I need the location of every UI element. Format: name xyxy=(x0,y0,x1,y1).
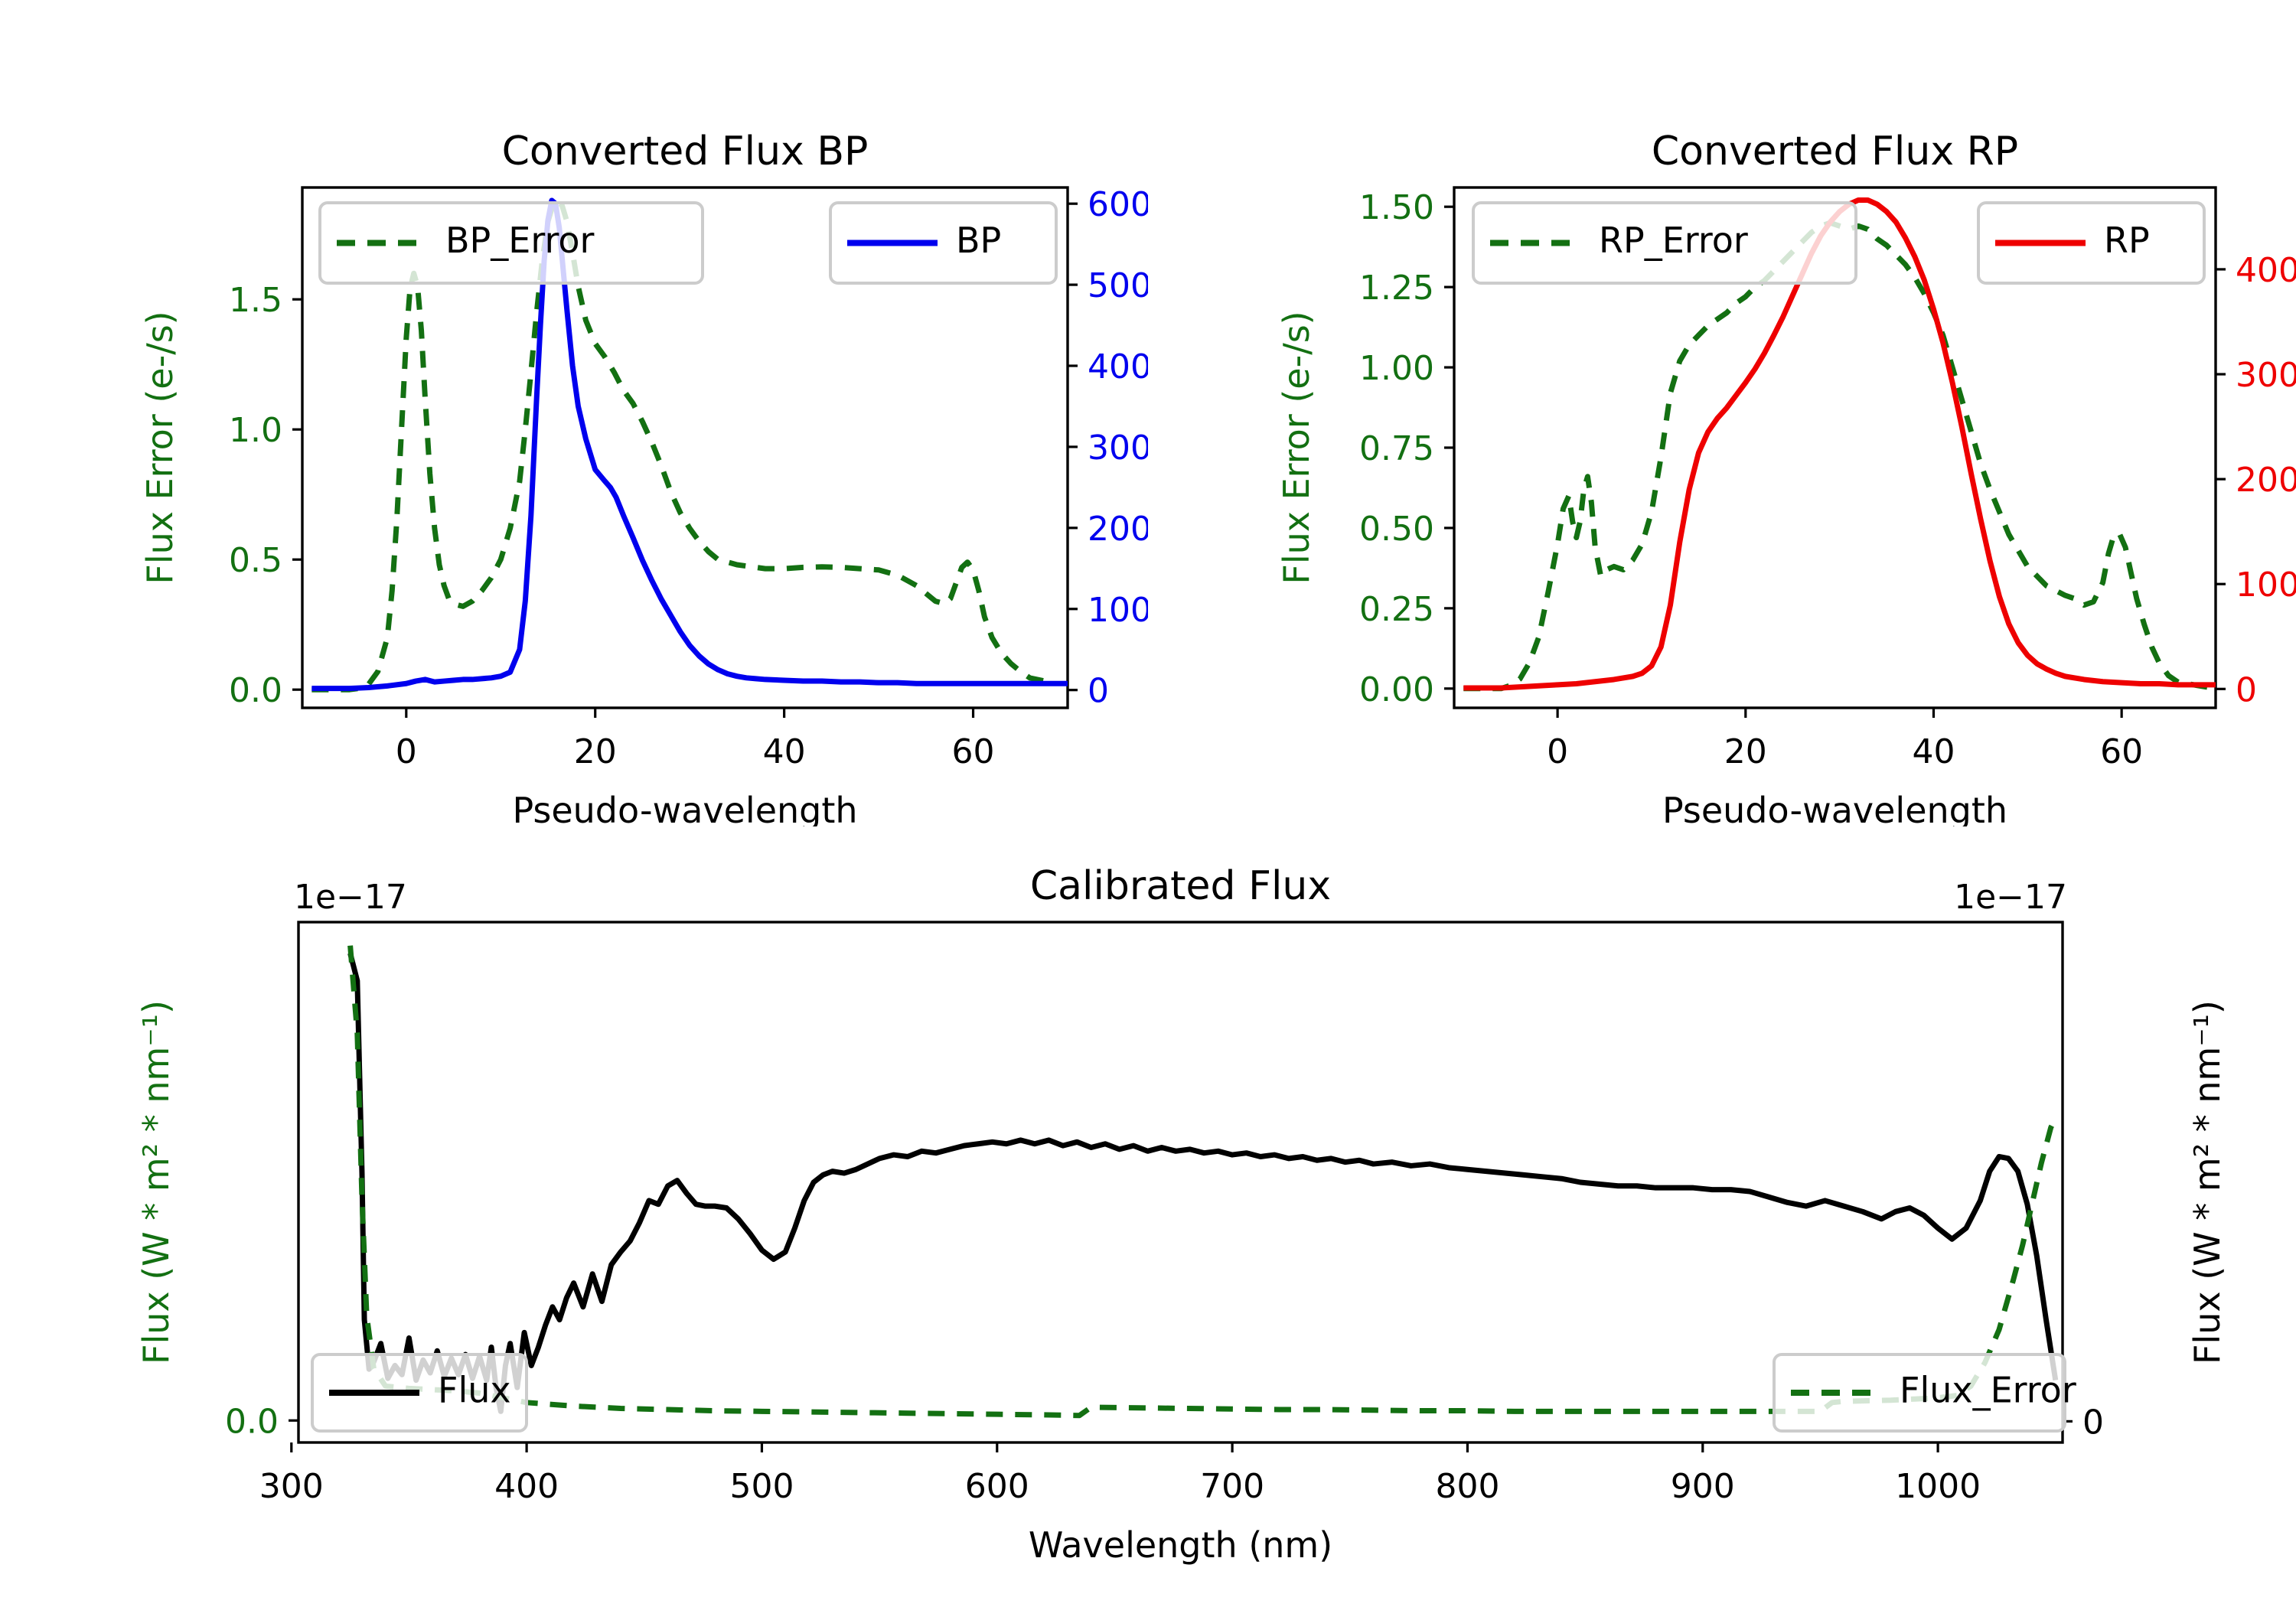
x-tick-label: 0 xyxy=(1547,732,1568,771)
panel-title: Converted Flux RP xyxy=(1652,129,2018,174)
series-flux-error xyxy=(347,945,2058,1419)
legend-bp[interactable]: BP xyxy=(829,201,1058,285)
y-tick-label-right: 400 xyxy=(1088,347,1148,386)
x-tick-label: 500 xyxy=(729,1467,794,1506)
y-tick-label-left: 0.5 xyxy=(229,541,282,580)
bp-chart-svg: Converted Flux BP 0 20 40 60 Pseudo-wavelengt… xyxy=(139,129,1148,826)
y-tick-label-left: 0.25 xyxy=(1359,590,1434,629)
y-tick-label-left: 0.0 xyxy=(225,1402,279,1441)
axes-frame xyxy=(297,921,2064,1444)
legend-label: Flux xyxy=(438,1370,511,1411)
legend-label: BP xyxy=(956,220,1001,261)
legend-box xyxy=(829,201,1058,285)
y-tick-label-right: 100 xyxy=(2236,566,2296,605)
y-tick-label-right: 400 xyxy=(2236,251,2296,290)
panel-calibrated-flux: Calibrated Flux 300 400 500 600 700 800 900 1000… xyxy=(0,826,2296,1607)
y-offset-text-left: 1e−17 xyxy=(294,878,407,917)
y-axis-title-left: Flux (W * m² * nm⁻¹) xyxy=(135,1000,177,1364)
x-tick-label: 700 xyxy=(1200,1467,1264,1506)
x-tick-label: 400 xyxy=(494,1467,559,1506)
y-tick-label-right: 0 xyxy=(1088,672,1109,711)
series-bp xyxy=(311,197,1068,692)
legend-box xyxy=(1472,201,1857,285)
y-tick-label-right: 0 xyxy=(2082,1403,2104,1442)
y-tick-label-left: 1.5 xyxy=(229,281,282,320)
x-tick-label: 20 xyxy=(1724,732,1767,771)
x-tick-label: 40 xyxy=(763,732,806,771)
legend-label: RP_Error xyxy=(1599,220,1748,261)
y-tick-label-left: 0.0 xyxy=(229,671,282,710)
y-tick-label-right: 600 xyxy=(1088,185,1148,224)
x-axis-title: Pseudo-wavelength xyxy=(512,790,857,826)
y-tick-label-right: 300 xyxy=(2236,356,2296,395)
series-group xyxy=(311,197,1068,693)
legend-flux[interactable]: Flux xyxy=(311,1353,528,1433)
legend-rp-error[interactable]: RP_Error xyxy=(1472,201,1857,285)
y-tick-label-right: 500 xyxy=(1088,266,1148,305)
series-bp-error xyxy=(311,197,1050,693)
legend-label: BP_Error xyxy=(445,220,595,261)
y-axis-title-right: Flux (W * m² * nm⁻¹) xyxy=(2187,1000,2228,1364)
y-axis-title-left: Flux Error (e-/s) xyxy=(1276,311,1317,584)
series-flux xyxy=(347,952,2059,1414)
x-tick-label: 60 xyxy=(2100,732,2143,771)
x-tick-label: 40 xyxy=(1912,732,1955,771)
rp-chart-svg: Converted Flux RP 0 20 40 60 Pseudo-wavelengt… xyxy=(1276,129,2296,826)
legend-bp-error[interactable]: BP_Error xyxy=(318,201,704,285)
legend-rp[interactable]: RP xyxy=(1977,201,2206,285)
y-tick-label-right: 300 xyxy=(1088,429,1148,468)
series-rp-error xyxy=(1463,220,2216,692)
legend-label: RP xyxy=(2104,220,2150,261)
x-tick-label: 20 xyxy=(574,732,617,771)
panel-title: Converted Flux BP xyxy=(502,129,869,174)
x-tick-label: 300 xyxy=(259,1467,324,1506)
x-tick-label: 900 xyxy=(1671,1467,1735,1506)
y-tick-label-right: 200 xyxy=(1088,510,1148,549)
y-tick-label-left: 1.00 xyxy=(1359,349,1434,388)
y-tick-label-right: 0 xyxy=(2236,670,2257,709)
y-axis-title-left: Flux Error (e-/s) xyxy=(139,311,181,584)
panel-title: Calibrated Flux xyxy=(1030,863,1331,909)
legend-flux-error[interactable]: Flux_Error xyxy=(1773,1353,2076,1433)
x-tick-label: 1000 xyxy=(1895,1467,1981,1506)
x-tick-label: 800 xyxy=(1435,1467,1499,1506)
y-tick-label-left: 0.50 xyxy=(1359,510,1434,549)
legend-box xyxy=(1977,201,2206,285)
legend-box xyxy=(1773,1353,2066,1433)
x-tick-label: 600 xyxy=(965,1467,1029,1506)
legend-label: Flux_Error xyxy=(1900,1370,2076,1411)
panel-converted-flux-rp: Converted Flux RP 0 20 40 60 Pseudo-wavelengt… xyxy=(1148,0,2296,826)
x-tick-label: 0 xyxy=(396,732,417,771)
y-tick-label-left: 1.50 xyxy=(1359,188,1434,227)
x-axis-title: Pseudo-wavelength xyxy=(1662,790,2007,826)
y-offset-text-right: 1e−17 xyxy=(1954,878,2067,917)
series-group xyxy=(347,945,2059,1419)
y-tick-label-left: 1.25 xyxy=(1359,269,1434,308)
y-tick-label-left: 0.75 xyxy=(1359,429,1434,468)
legend-box xyxy=(318,201,704,285)
x-tick-label: 60 xyxy=(952,732,995,771)
y-tick-label-right: 100 xyxy=(1088,591,1148,630)
panel-converted-flux-bp: Converted Flux BP 0 20 40 60 Pseudo-wavelengt… xyxy=(0,0,1148,826)
x-axis-title: Wavelength (nm) xyxy=(1029,1524,1332,1566)
calibrated-chart-svg: Calibrated Flux 300 400 500 600 700 800 900 1000… xyxy=(135,863,2228,1566)
y-tick-label-left: 0.00 xyxy=(1359,670,1434,709)
y-tick-label-right: 200 xyxy=(2236,461,2296,500)
y-tick-label-left: 1.0 xyxy=(229,411,282,450)
